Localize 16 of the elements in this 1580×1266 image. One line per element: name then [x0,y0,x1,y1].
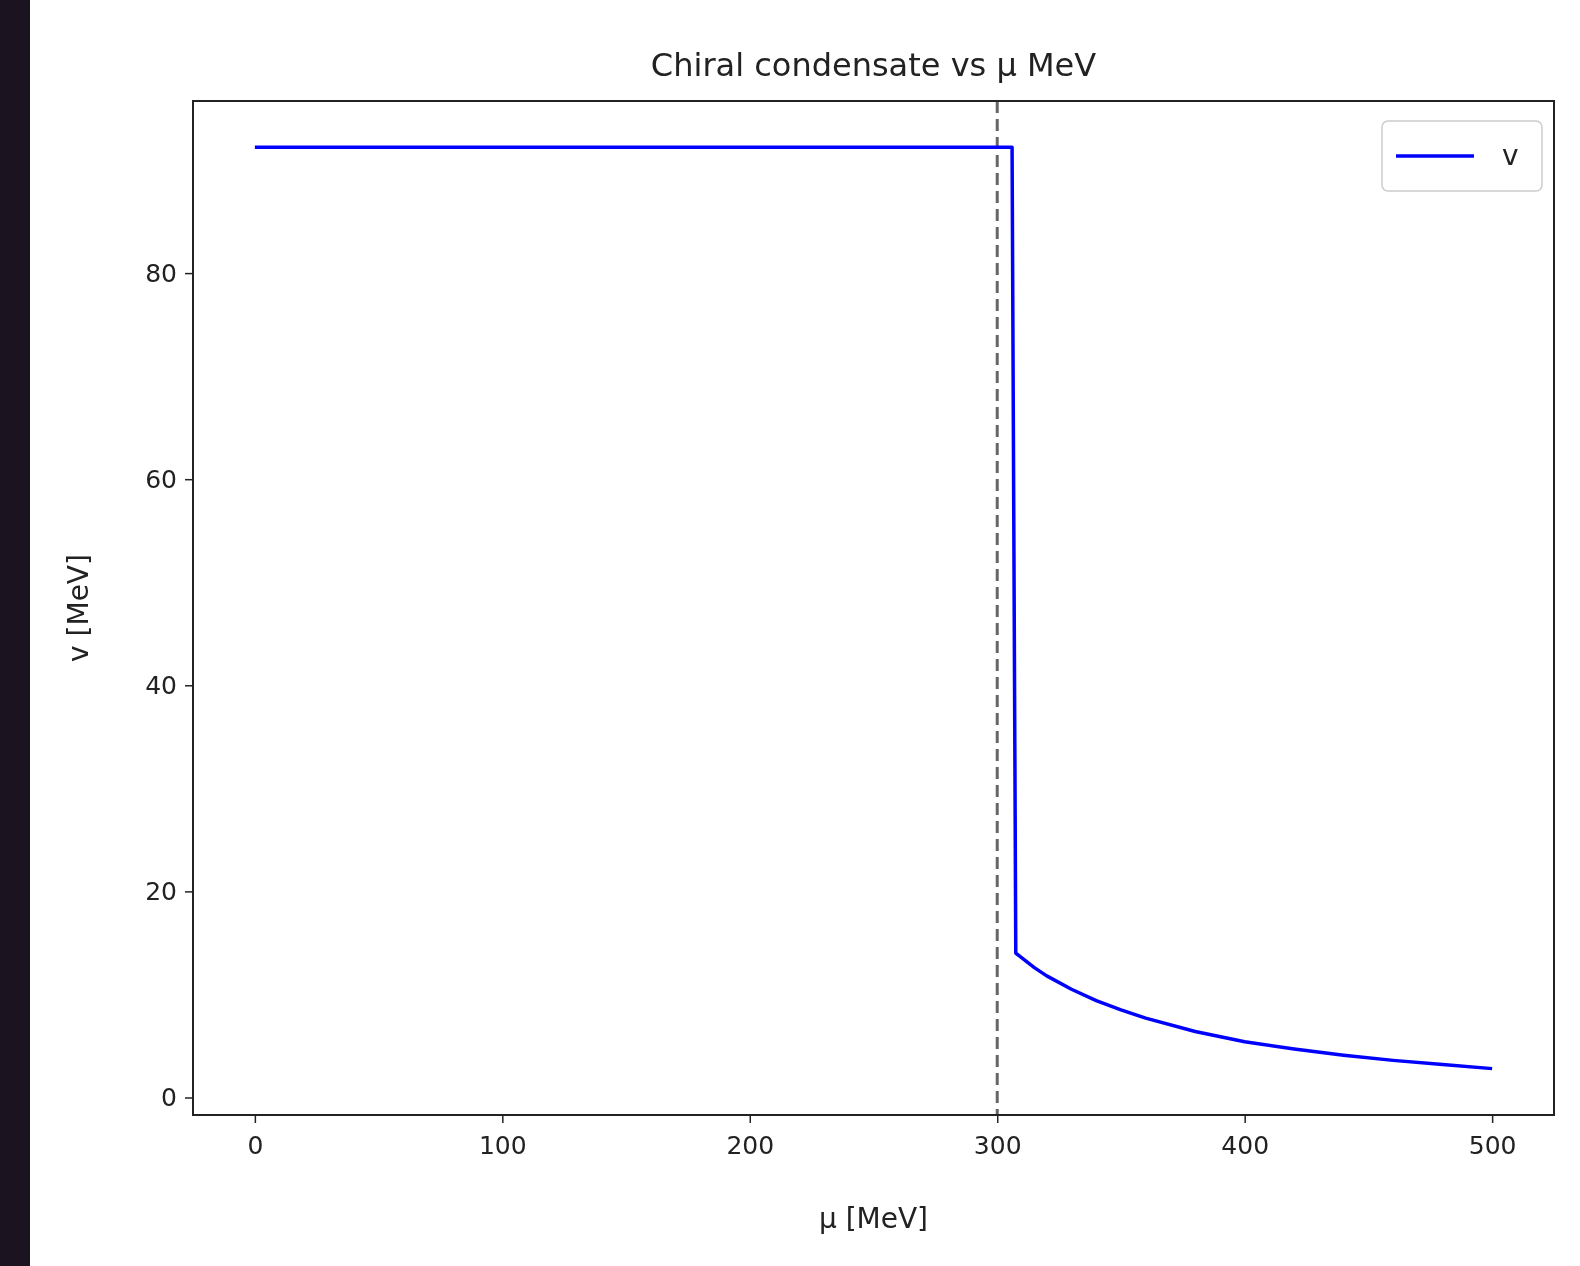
x-tick-label: 400 [1221,1130,1270,1160]
x-tick-label: 200 [726,1130,775,1160]
y-axis-title: v [MeV] [62,554,95,662]
y-tick-label: 0 [161,1082,177,1112]
x-tick-label: 300 [973,1130,1022,1160]
x-axis-title: μ [MeV] [818,1202,929,1235]
chart-title: Chiral condensate vs μ MeV [650,46,1097,84]
y-tick-label: 20 [145,876,177,906]
legend-label: v [1502,139,1519,172]
y-tick-label: 80 [145,258,177,288]
x-tick-label: 500 [1468,1130,1517,1160]
x-tick-label: 0 [247,1130,264,1160]
y-tick-label: 60 [145,464,177,494]
line-series [253,145,1494,1071]
y-tick-label: 40 [145,670,177,700]
x-tick-label: 100 [478,1130,527,1160]
